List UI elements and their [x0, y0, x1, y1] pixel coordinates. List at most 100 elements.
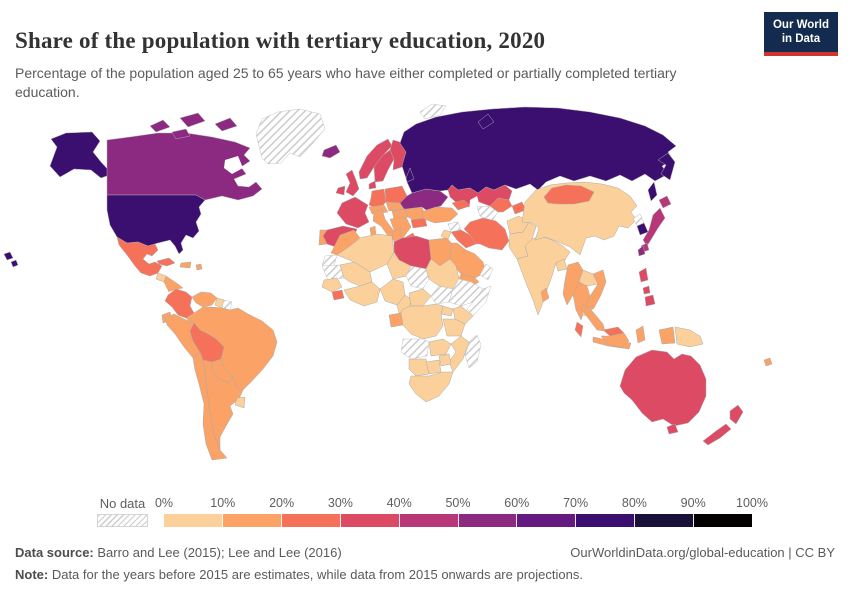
footer-data-source-value: Barro and Lee (2015); Lee and Lee (2016)	[93, 545, 342, 560]
country-hispaniola[interactable]	[179, 261, 192, 269]
country-zambia[interactable]	[428, 338, 452, 357]
country-denmark[interactable]	[368, 180, 377, 190]
legend-bin-0-10%[interactable]	[164, 514, 223, 527]
legend-no-data-label: No data	[99, 496, 146, 511]
country-dr-congo[interactable]	[400, 303, 444, 340]
legend-bin-60-70%[interactable]	[517, 514, 577, 527]
legend-bin-70-80%[interactable]	[576, 514, 636, 527]
country-portugal[interactable]	[318, 229, 328, 246]
country-chad[interactable]	[405, 265, 430, 290]
country-hawaii[interactable]	[10, 259, 19, 268]
country-ivory-coast-ghana[interactable]	[343, 281, 381, 307]
country-turkey[interactable]	[420, 206, 459, 224]
country-kenya[interactable]	[452, 305, 474, 325]
legend-bin-40-50%[interactable]	[399, 514, 459, 527]
country-canada-arctic[interactable]	[214, 117, 238, 132]
country-japan[interactable]	[642, 207, 666, 247]
country-mongolia[interactable]	[543, 184, 595, 205]
country-russia-kamchatka[interactable]	[657, 152, 676, 181]
footer-note-value: Data for the years before 2015 are estim…	[48, 567, 583, 582]
hudson-bay	[224, 156, 243, 174]
country-russia[interactable]	[399, 106, 677, 194]
country-indonesia[interactable]	[600, 332, 630, 349]
legend-bin-90-100%[interactable]	[694, 514, 753, 527]
legend-bin-20-30%[interactable]	[281, 514, 341, 527]
country-iceland[interactable]	[321, 144, 341, 159]
country-angola[interactable]	[400, 338, 430, 360]
country-balkans[interactable]	[389, 216, 412, 239]
country-ireland[interactable]	[335, 185, 346, 196]
country-western-sahara[interactable]	[321, 254, 338, 267]
footer-attribution-link[interactable]: OurWorldinData.org/global-education | CC…	[570, 545, 835, 560]
country-france[interactable]	[336, 196, 370, 229]
country-botswana[interactable]	[425, 359, 442, 375]
page-subtitle: Percentage of the population aged 25 to …	[15, 65, 677, 100]
owid-logo[interactable]: Our World in Data	[763, 12, 838, 56]
country-fiji[interactable]	[763, 357, 773, 367]
country-central-african-republic[interactable]	[408, 288, 432, 307]
country-central-america[interactable]	[163, 275, 184, 291]
country-new-zealand[interactable]	[702, 423, 732, 446]
country-greenland[interactable]	[255, 108, 326, 165]
country-turkmenistan[interactable]	[476, 205, 499, 222]
legend-bin-80-90%[interactable]	[635, 514, 695, 527]
country-malaysia[interactable]	[574, 321, 584, 338]
country-philippines[interactable]	[644, 294, 656, 307]
country-argentina[interactable]	[202, 359, 244, 451]
country-indonesia[interactable]	[580, 303, 606, 332]
country-indonesia[interactable]	[658, 326, 676, 345]
country-sweden[interactable]	[373, 149, 395, 183]
country-liberia-sierra-leone[interactable]	[331, 289, 345, 301]
legend-bin-50-60%[interactable]	[458, 514, 518, 527]
country-ukraine[interactable]	[399, 188, 449, 211]
country-australia[interactable]	[619, 349, 707, 427]
country-switzerland-austria[interactable]	[368, 204, 389, 215]
country-tanzania[interactable]	[442, 318, 466, 337]
country-canada-arctic[interactable]	[179, 112, 206, 128]
country-iran[interactable]	[463, 217, 510, 251]
country-sri-lanka[interactable]	[540, 287, 550, 303]
country-russia-novaya-zemlya[interactable]	[477, 113, 495, 130]
country-oman[interactable]	[479, 263, 494, 281]
country-zimbabwe[interactable]	[438, 353, 452, 367]
country-new-zealand[interactable]	[729, 404, 744, 425]
country-canada-arctic[interactable]	[171, 128, 191, 140]
country-united-kingdom[interactable]	[345, 169, 360, 197]
country-hawaii[interactable]	[3, 251, 14, 261]
country-norway[interactable]	[358, 138, 393, 180]
country-caucasus[interactable]	[451, 199, 471, 211]
country-cuba[interactable]	[156, 257, 176, 267]
legend-bin-30-40%[interactable]	[340, 514, 400, 527]
legend-no-data-swatch[interactable]	[97, 514, 148, 527]
country-madagascar[interactable]	[464, 334, 482, 369]
country-south-africa[interactable]	[408, 371, 454, 403]
country-namibia[interactable]	[408, 358, 430, 377]
country-svalbard[interactable]	[419, 103, 447, 120]
country-canada[interactable]	[106, 132, 263, 201]
country-puerto-rico[interactable]	[195, 263, 203, 271]
country-papua-new-guinea[interactable]	[674, 326, 704, 348]
country-philippines[interactable]	[638, 267, 649, 283]
country-japan[interactable]	[658, 195, 672, 209]
country-uruguay[interactable]	[234, 396, 246, 409]
country-mozambique[interactable]	[448, 335, 470, 373]
country-canada-arctic[interactable]	[149, 119, 171, 133]
country-venezuela[interactable]	[191, 291, 218, 308]
country-taiwan[interactable]	[637, 245, 646, 257]
country-senegal-guinea[interactable]	[321, 277, 343, 293]
country-russia-sakhalin[interactable]	[647, 181, 658, 202]
legend-tick-label: 100%	[736, 496, 768, 510]
country-alaska[interactable]	[49, 131, 113, 179]
footer-data-source-label: Data source:	[15, 545, 94, 560]
country-mexico[interactable]	[116, 236, 163, 277]
country-gabon-congo[interactable]	[388, 312, 404, 328]
country-indonesia[interactable]	[635, 325, 646, 344]
country-philippines[interactable]	[642, 285, 651, 295]
country-mali[interactable]	[339, 261, 373, 287]
legend-bin-10-20%[interactable]	[222, 514, 282, 527]
legend-tick-label: 70%	[563, 496, 589, 510]
country-india[interactable]	[516, 235, 571, 316]
country-bulgaria[interactable]	[410, 217, 428, 229]
country-australia-tasmania[interactable]	[666, 423, 679, 435]
